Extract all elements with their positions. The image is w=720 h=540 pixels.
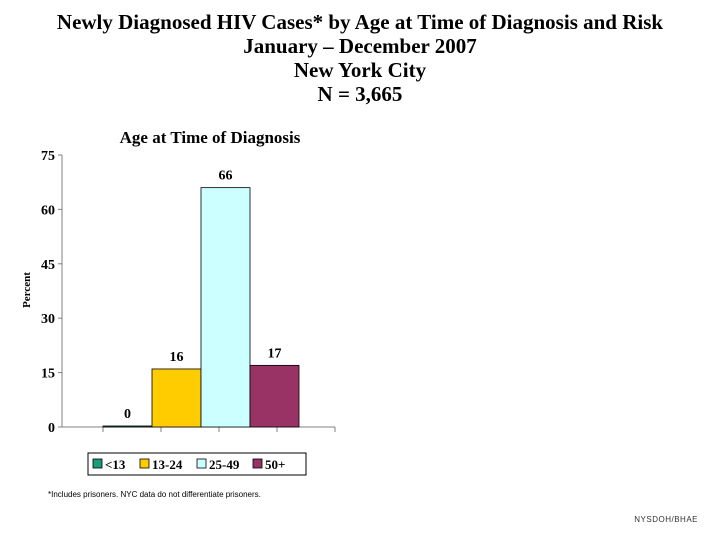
title-line-2: January – December 2007 (243, 34, 477, 58)
data-label: 66 (219, 169, 233, 184)
bar-25-49 (200, 187, 251, 428)
legend-label: 13-24 (152, 457, 183, 472)
y-tick-label: 30 (41, 312, 55, 327)
y-tick-label: 60 (41, 203, 55, 218)
source-label: NYSDOH/BHAE (634, 515, 698, 524)
legend-label: 25-49 (209, 457, 240, 472)
chart-legend: <13 13-24 25-49 50+ (87, 452, 307, 476)
main-title: Newly Diagnosed HIV Cases* by Age at Tim… (0, 10, 720, 106)
data-label: 0 (124, 407, 131, 422)
bar-<13 (102, 425, 153, 428)
legend-swatch (252, 458, 263, 469)
y-tick-label: 75 (41, 149, 55, 164)
title-line-1: Newly Diagnosed HIV Cases* by Age at Tim… (56, 10, 664, 34)
chart-title: Age at Time of Diagnosis (120, 128, 301, 147)
legend-swatch (196, 458, 207, 469)
data-label: 16 (170, 350, 184, 365)
legend-swatch (139, 458, 150, 469)
bar-50+ (249, 364, 300, 428)
y-tick-label: 45 (41, 258, 55, 273)
legend-label: 50+ (265, 457, 285, 472)
chart-bars: 0 16 66 17 (102, 169, 300, 428)
title-line-4: N = 3,665 (317, 82, 403, 106)
legend-swatch (92, 458, 103, 469)
y-axis-label: Percent (21, 272, 33, 308)
y-tick-label: 15 (41, 367, 55, 382)
y-tick-label: 0 (48, 421, 55, 436)
data-label: 17 (268, 346, 282, 361)
legend-label: <13 (105, 457, 126, 472)
bar-13-24 (151, 368, 202, 428)
title-line-3: New York City (293, 58, 427, 82)
footnote: *Includes prisoners. NYC data do not dif… (48, 490, 261, 499)
